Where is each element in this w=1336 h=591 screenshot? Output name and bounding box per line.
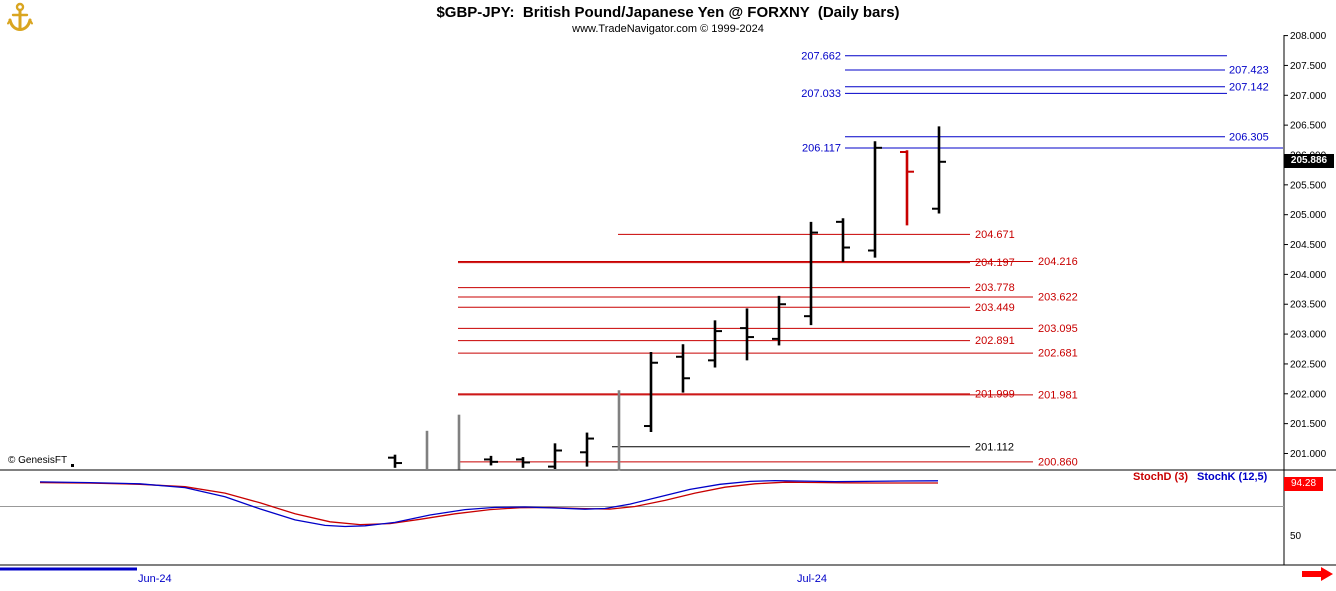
red-price-level-label: 204.671	[975, 229, 1015, 241]
red-price-level-label: 200.860	[1038, 456, 1078, 468]
blue-price-level-label: 207.662	[801, 50, 841, 62]
price-axis-tick-label: 206.500	[1290, 121, 1327, 132]
stochd-line	[39, 481, 938, 526]
stoch-value-badge: 94.28	[1284, 477, 1323, 491]
price-axis-tick-label: 203.500	[1290, 300, 1327, 311]
price-axis-tick-label: 201.000	[1290, 449, 1327, 460]
price-axis-tick-label: 201.500	[1290, 419, 1327, 430]
stochd-legend-label: StochD (3)	[1133, 471, 1188, 483]
blue-price-level-label: 207.423	[1229, 65, 1269, 77]
date-axis-label-jun: Jun-24	[138, 573, 172, 585]
red-price-level-label: 201.999	[975, 388, 1015, 400]
price-axis-tick-label: 208.000	[1290, 31, 1327, 42]
scroll-right-arrow-button[interactable]	[1302, 566, 1334, 587]
red-price-level-label: 203.449	[975, 302, 1015, 314]
chart-title: $GBP-JPY: British Pound/Japanese Yen @ F…	[436, 4, 900, 21]
red-price-level-label: 202.891	[975, 335, 1015, 347]
last-price-badge: 205.886	[1284, 154, 1334, 168]
genesis-anchor-icon	[7, 2, 33, 32]
price-axis-tick-label: 205.000	[1290, 210, 1327, 221]
price-axis-tick-label: 202.000	[1290, 389, 1327, 400]
blue-price-level-label: 207.142	[1229, 81, 1269, 93]
blue-price-level-label: 206.117	[802, 143, 841, 155]
black-price-level-label: 201.112	[975, 441, 1014, 453]
red-price-level-label: 204.197	[975, 257, 1015, 269]
price-axis-tick-label: 202.500	[1290, 359, 1327, 370]
right-arrow-icon	[1302, 567, 1333, 581]
red-price-level-label: 203.622	[1038, 291, 1078, 303]
stochk-line	[39, 479, 939, 528]
price-axis-tick-label: 204.500	[1290, 240, 1327, 251]
blue-price-level-label: 207.033	[801, 88, 841, 100]
red-price-level-label: 203.778	[975, 282, 1015, 294]
date-axis-label-jul: Jul-24	[797, 573, 827, 585]
stochk-legend-label: StochK (12,5)	[1197, 471, 1268, 483]
price-axis-tick-label: 207.000	[1290, 91, 1327, 102]
chart-marker-dot	[71, 464, 74, 467]
blue-price-level-label: 206.305	[1229, 131, 1269, 143]
genesis-logo	[6, 2, 34, 37]
red-price-level-label: 201.981	[1038, 389, 1078, 401]
price-axis-tick-label: 204.000	[1290, 270, 1327, 281]
price-axis-tick-label: 203.000	[1290, 330, 1327, 341]
chart-source-subtitle: www.TradeNavigator.com © 1999-2024	[572, 23, 764, 35]
red-price-level-label: 202.681	[1038, 348, 1078, 360]
red-price-level-label: 204.216	[1038, 256, 1078, 268]
genesisft-watermark: © GenesisFT	[8, 455, 68, 466]
price-axis-tick-label: 207.500	[1290, 61, 1327, 72]
stoch-axis-50-label: 50	[1290, 531, 1302, 542]
price-axis-tick-label: 205.500	[1290, 180, 1327, 191]
red-price-level-label: 203.095	[1038, 323, 1078, 335]
